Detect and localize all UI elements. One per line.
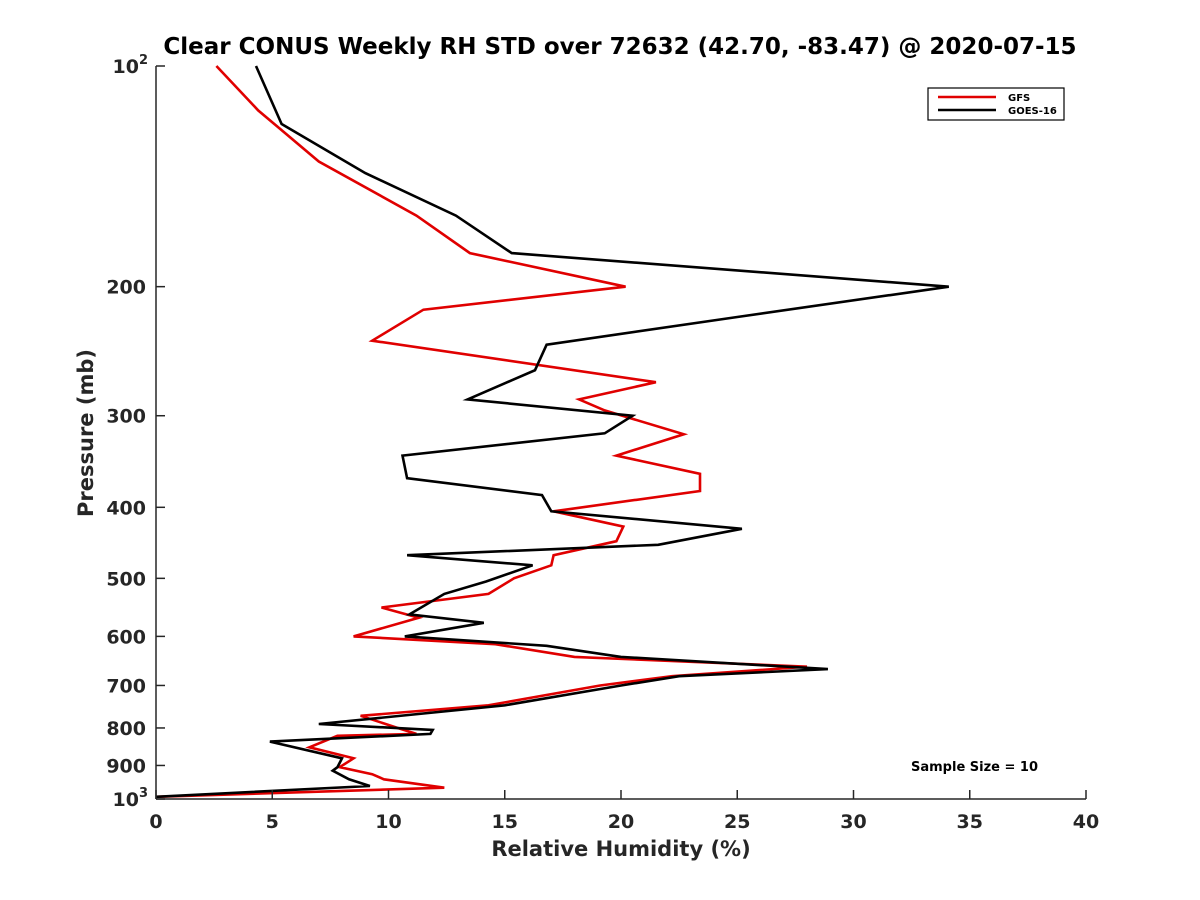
x-tick-label: 10 [375, 811, 401, 833]
legend-label-gfs: GFS [1008, 93, 1030, 104]
y-ticks: 102 200 300 400 500 600 700 800 900 103 [106, 53, 165, 811]
x-tick-label: 30 [840, 811, 866, 833]
y-tick-label: 200 [106, 277, 146, 299]
chart-title: Clear CONUS Weekly RH STD over 72632 (42… [163, 34, 1076, 60]
x-tick-label: 40 [1073, 811, 1099, 833]
x-tick-label: 15 [492, 811, 518, 833]
legend-label-goes16: GOES-16 [1008, 106, 1057, 117]
y-tick-label: 103 [113, 786, 149, 811]
x-tick-label: 0 [149, 811, 162, 833]
y-tick-label: 400 [106, 497, 146, 519]
x-tick-label: 35 [957, 811, 983, 833]
series-line-gfs [155, 65, 808, 799]
y-tick-label: 900 [106, 755, 146, 777]
legend-box [927, 87, 1065, 121]
series-layer [155, 65, 949, 799]
y-axis-label: Pressure (mb) [74, 349, 98, 517]
y-tick-label: 500 [106, 568, 146, 590]
plot-area: 0 5 10 15 20 25 30 35 40 102 200 300 400 500 600 700 80… [106, 53, 1099, 833]
y-tick-label: 600 [106, 626, 146, 648]
x-ticks: 0 5 10 15 20 25 30 35 40 [149, 790, 1099, 833]
x-tick-label: 20 [608, 811, 634, 833]
y-tick-label: 800 [106, 718, 146, 740]
x-axis-label: Relative Humidity (%) [491, 837, 750, 861]
y-tick-label: 700 [106, 675, 146, 697]
legend: GFS GOES-16 [927, 87, 1065, 121]
y-tick-label: 300 [106, 406, 146, 428]
sample-size-annotation: Sample Size = 10 [911, 760, 1038, 775]
x-tick-label: 5 [266, 811, 279, 833]
y-tick-label: 102 [113, 53, 149, 78]
x-tick-label: 25 [724, 811, 750, 833]
series-line-goes16 [155, 65, 949, 799]
